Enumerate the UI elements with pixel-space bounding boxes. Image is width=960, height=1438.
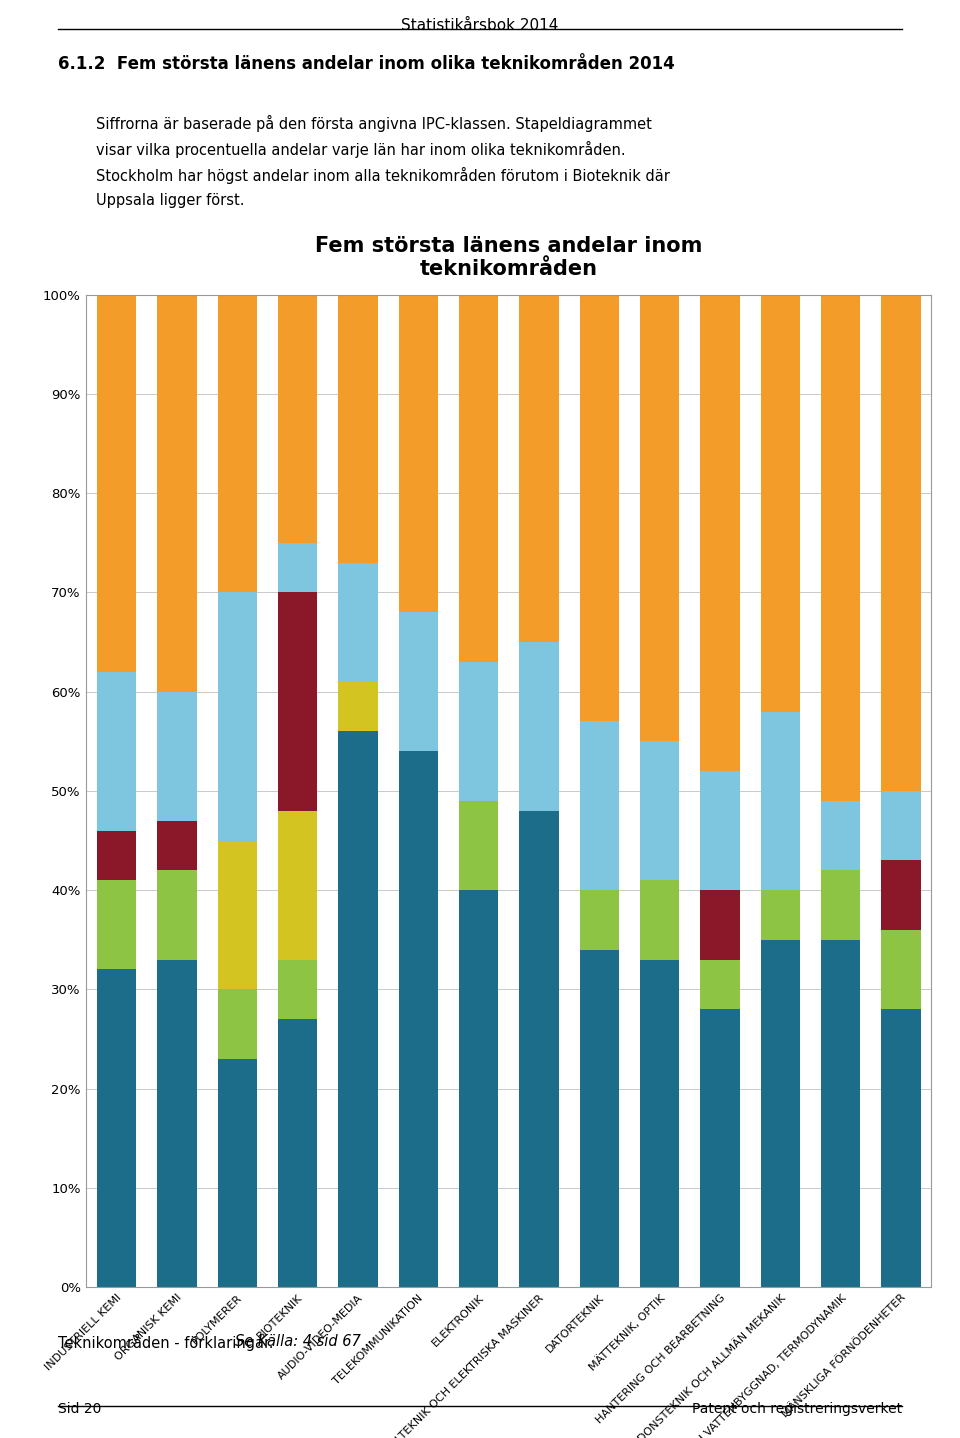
Bar	[640, 880, 680, 959]
Text: Sid 20: Sid 20	[58, 1402, 101, 1416]
Bar	[218, 989, 257, 1058]
Bar	[701, 771, 739, 890]
Bar	[640, 959, 680, 1287]
Bar	[580, 295, 619, 722]
Bar	[157, 692, 197, 821]
Bar	[97, 672, 136, 831]
Bar	[580, 890, 619, 949]
Bar	[881, 860, 921, 930]
Bar	[398, 613, 438, 751]
Bar	[760, 940, 800, 1287]
Bar	[760, 712, 800, 890]
Bar	[338, 682, 377, 732]
Bar	[278, 544, 317, 592]
Bar	[459, 890, 498, 1287]
Bar	[278, 959, 317, 1020]
Bar	[97, 880, 136, 969]
Text: Se Källa: 4 sid 67: Se Källa: 4 sid 67	[235, 1334, 361, 1349]
Bar	[821, 870, 860, 940]
Bar	[821, 801, 860, 870]
Bar	[640, 295, 680, 742]
Bar	[157, 959, 197, 1287]
Bar	[338, 562, 377, 682]
Text: Siffrorna är baserade på den första angivna IPC-klassen. Stapeldiagrammet: Siffrorna är baserade på den första angi…	[96, 115, 652, 132]
Bar	[881, 1009, 921, 1287]
Bar	[398, 751, 438, 1287]
Text: Uppsala ligger först.: Uppsala ligger först.	[96, 193, 245, 207]
Bar	[701, 959, 739, 1009]
Bar	[97, 295, 136, 672]
Bar	[338, 732, 377, 1287]
Bar	[218, 1058, 257, 1287]
Bar	[821, 295, 860, 801]
Bar	[278, 295, 317, 544]
Bar	[459, 801, 498, 890]
Bar	[338, 295, 377, 562]
Bar	[218, 840, 257, 989]
Bar	[519, 811, 559, 1287]
Bar	[640, 742, 680, 880]
Bar	[97, 831, 136, 880]
Bar	[580, 949, 619, 1287]
Bar	[157, 870, 197, 959]
Bar	[398, 295, 438, 613]
Bar	[580, 722, 619, 890]
Bar	[97, 969, 136, 1287]
Text: 6.1.2  Fem största länens andelar inom olika teknikområden 2014: 6.1.2 Fem största länens andelar inom ol…	[58, 55, 674, 73]
Bar	[881, 930, 921, 1009]
Bar	[157, 821, 197, 870]
Bar	[157, 295, 197, 692]
Bar	[881, 791, 921, 860]
Text: visar vilka procentuella andelar varje län har inom olika teknikområden.: visar vilka procentuella andelar varje l…	[96, 141, 626, 158]
Text: Stockholm har högst andelar inom alla teknikområden förutom i Bioteknik där: Stockholm har högst andelar inom alla te…	[96, 167, 670, 184]
Bar	[760, 890, 800, 940]
Text: Patent och registreringsverket: Patent och registreringsverket	[692, 1402, 902, 1416]
Bar	[519, 641, 559, 811]
Text: Teknikområden - förklaringar.: Teknikområden - förklaringar.	[58, 1334, 277, 1352]
Bar	[218, 295, 257, 592]
Title: Fem största länens andelar inom
teknikområden: Fem största länens andelar inom teknikom…	[315, 236, 703, 279]
Bar	[760, 295, 800, 712]
Text: Statistikårsbok 2014: Statistikårsbok 2014	[401, 17, 559, 33]
Bar	[701, 890, 739, 959]
Bar	[881, 295, 921, 791]
Bar	[278, 592, 317, 811]
Bar	[278, 811, 317, 959]
Bar	[218, 592, 257, 840]
Bar	[821, 940, 860, 1287]
Bar	[701, 1009, 739, 1287]
Bar	[459, 661, 498, 801]
Bar	[701, 295, 739, 771]
Bar	[459, 295, 498, 661]
Bar	[278, 1020, 317, 1287]
Bar	[519, 295, 559, 643]
